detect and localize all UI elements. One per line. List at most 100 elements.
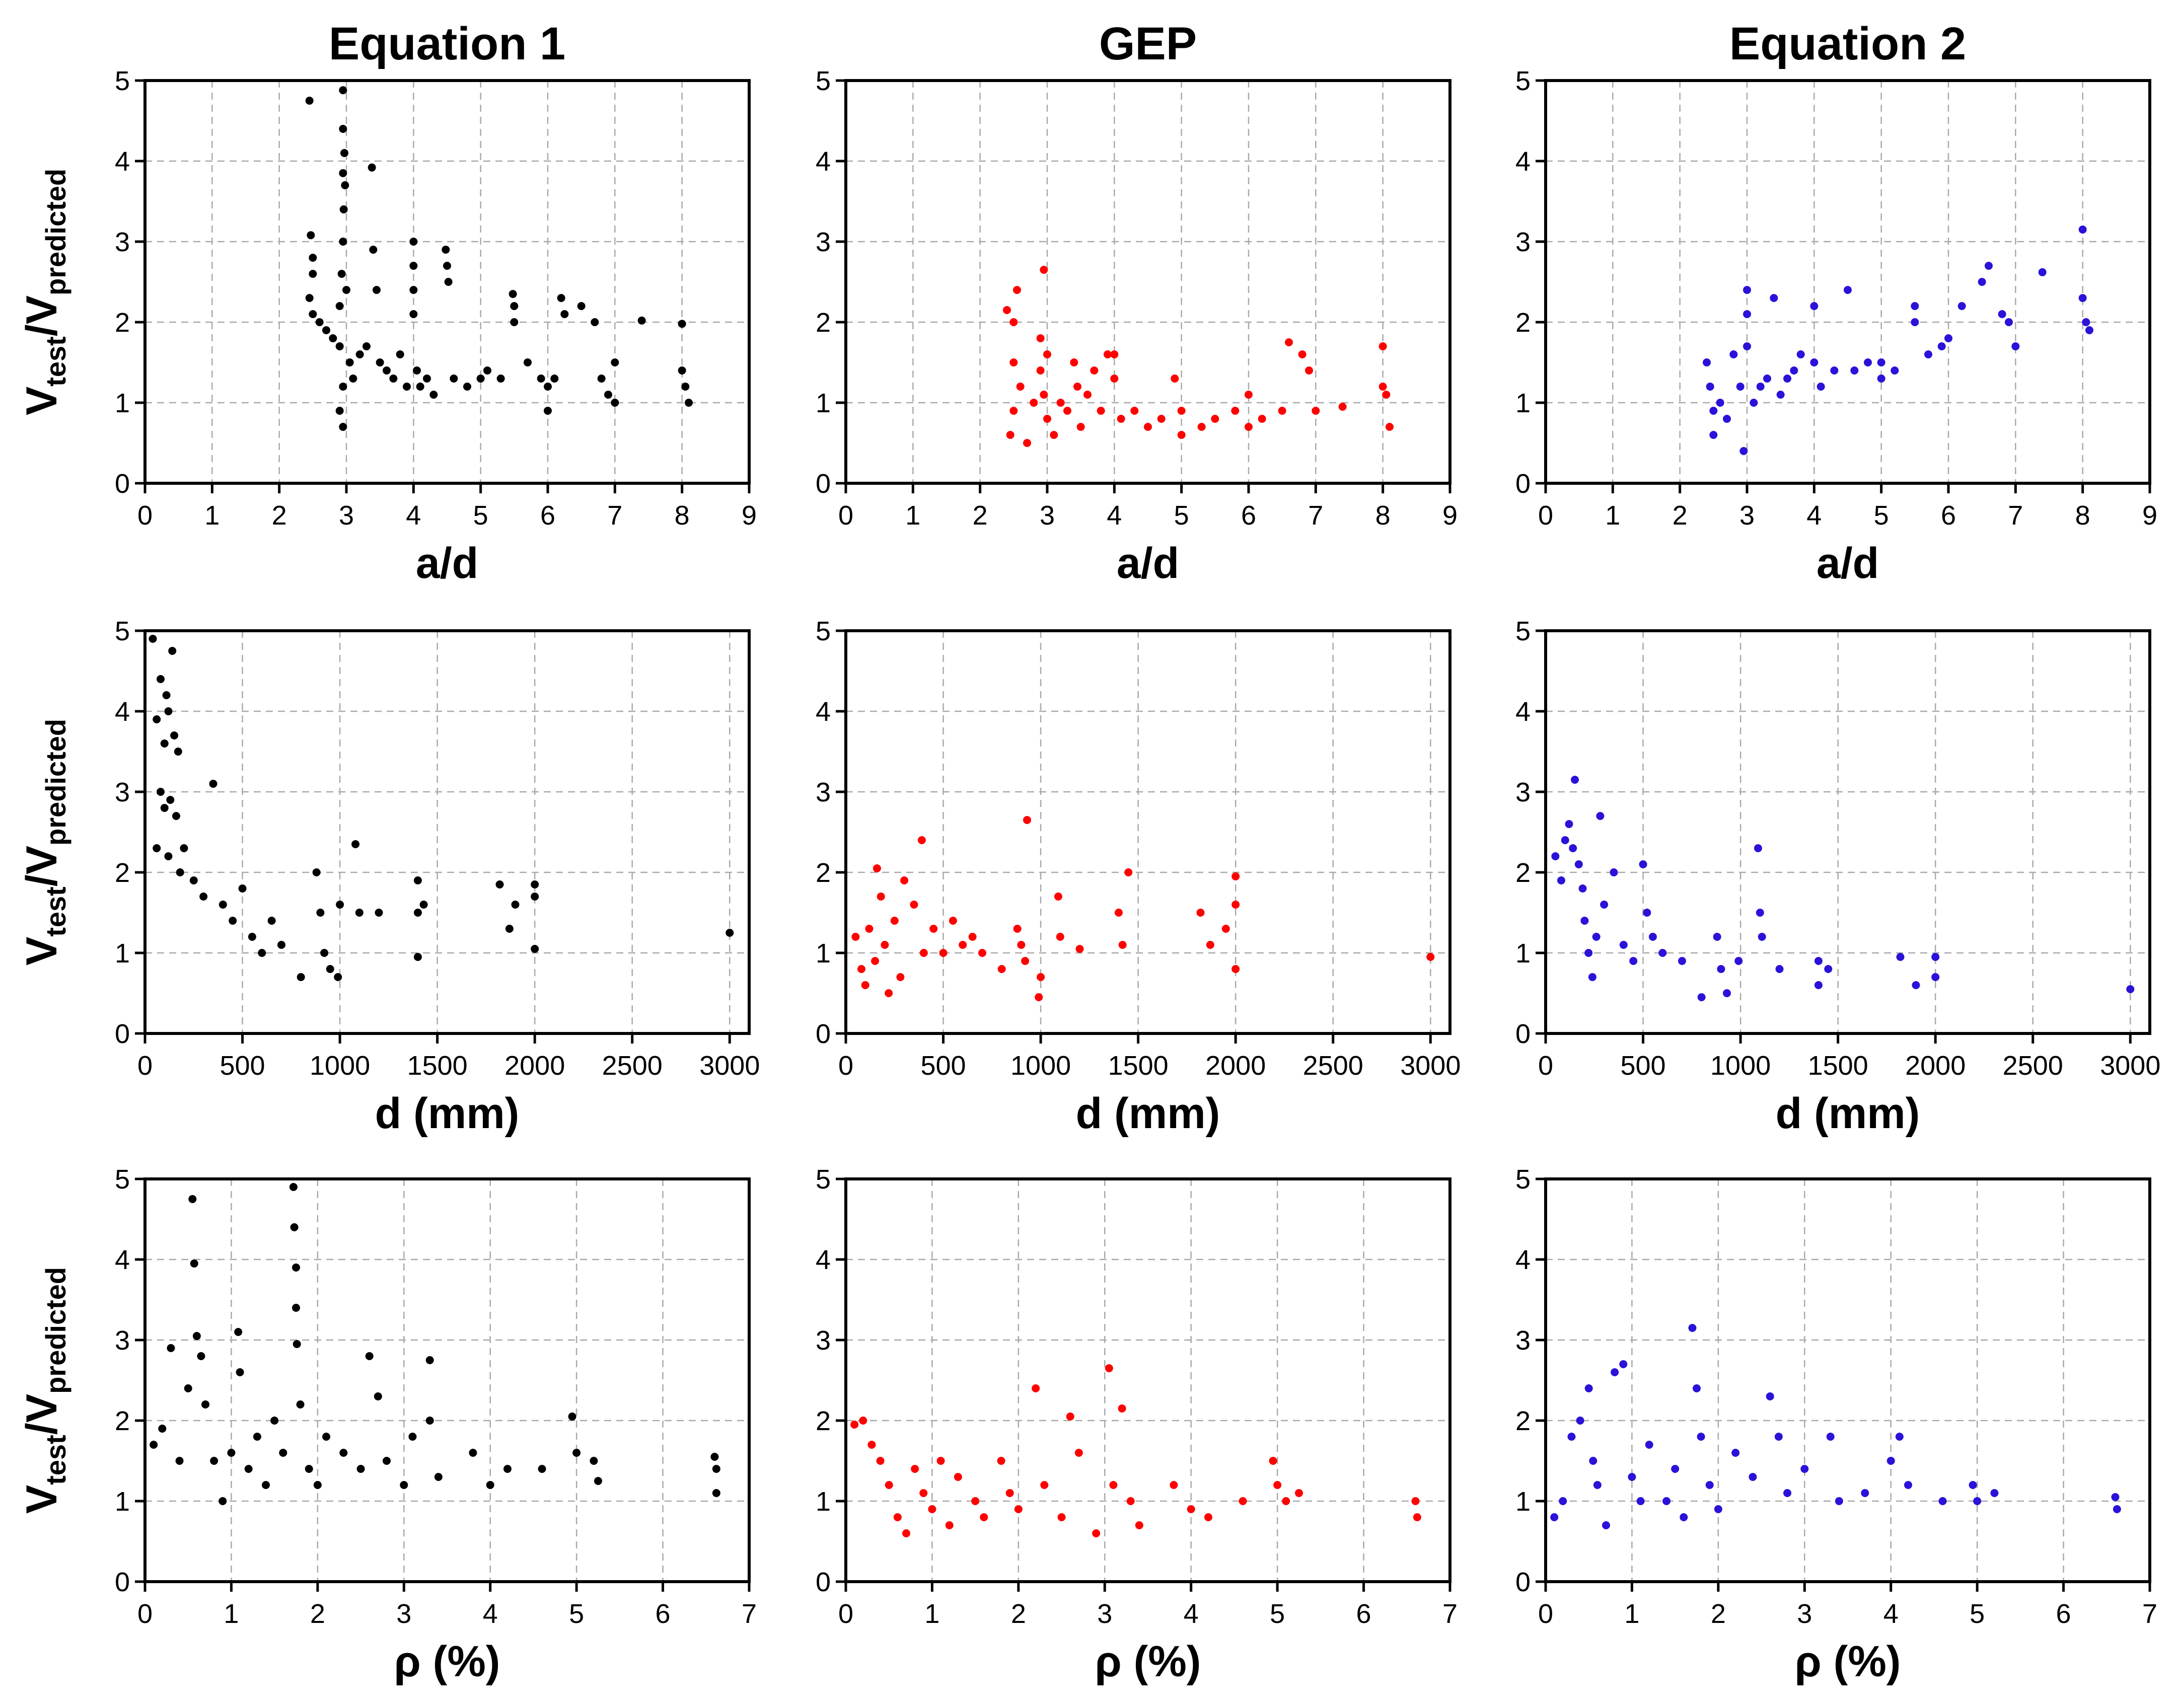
data-point — [1023, 816, 1031, 824]
x-tick-label: 2 — [272, 500, 287, 531]
data-point — [1124, 868, 1133, 876]
data-point — [1245, 391, 1253, 399]
y-tick-label: 5 — [115, 66, 130, 96]
data-point — [369, 246, 378, 254]
y-tick-label: 4 — [816, 1245, 831, 1275]
data-point — [1273, 1481, 1282, 1489]
x-tick-label: 5 — [1270, 1599, 1285, 1629]
data-point — [1043, 350, 1051, 358]
scatter-panel: 0 1 2 3 4 5 6 7 8 9 0 1 2 3 4 5 a/d — [816, 66, 1458, 587]
data-point — [463, 383, 471, 391]
x-tick-label: 1500 — [407, 1051, 468, 1081]
plot-frame — [143, 79, 751, 485]
data-point — [2082, 318, 2090, 326]
data-point — [710, 1453, 719, 1461]
data-point — [1009, 358, 1018, 366]
data-point — [476, 375, 485, 383]
x-axis-label: ρ (%) — [1095, 1638, 1201, 1686]
data-point — [1938, 1497, 1947, 1505]
data-point — [1800, 1465, 1809, 1473]
data-point — [1998, 310, 2006, 318]
scatter-panel: 0 500 1000 1500 2000 2500 3000 0 1 2 3 4 5 d (mm) — [115, 616, 760, 1138]
x-tick-label: 5 — [473, 500, 488, 531]
data-point — [413, 366, 421, 375]
data-point — [309, 254, 317, 262]
data-point — [340, 149, 348, 157]
y-tick-label: 0 — [1515, 1019, 1531, 1049]
data-point — [1830, 366, 1839, 375]
x-tick-label: 6 — [1241, 500, 1256, 531]
x-tick-label: 5 — [569, 1599, 584, 1629]
data-point — [881, 941, 889, 949]
y-tick-label: 1 — [115, 938, 130, 969]
data-point — [1016, 383, 1025, 391]
column-title: Equation 2 — [1729, 18, 1966, 69]
data-point — [164, 707, 173, 715]
data-point — [1697, 1433, 1705, 1441]
y-tick-label: 3 — [1515, 227, 1531, 257]
data-point — [423, 375, 431, 383]
data-point — [1589, 1457, 1597, 1465]
plot-frame — [143, 629, 751, 1035]
x-axis-label: a/d — [416, 539, 478, 587]
data-point — [1118, 1404, 1126, 1413]
data-point — [611, 358, 619, 366]
x-axis-label: ρ (%) — [1795, 1638, 1901, 1686]
x-tick-label: 500 — [220, 1051, 265, 1081]
data-point — [919, 949, 928, 957]
data-point — [1378, 342, 1387, 350]
data-point — [349, 375, 357, 383]
data-point — [355, 909, 364, 917]
data-point — [1258, 415, 1266, 423]
x-tick-label: 4 — [1806, 500, 1822, 531]
y-tick-label: 3 — [115, 1325, 130, 1356]
data-point — [1551, 852, 1560, 860]
data-point — [876, 1457, 885, 1465]
data-point — [902, 1529, 910, 1537]
data-point — [1671, 1465, 1680, 1473]
data-point — [219, 1497, 227, 1505]
data-point — [229, 917, 237, 925]
data-point — [2126, 985, 2135, 993]
data-point — [176, 868, 184, 876]
plot-frame — [1544, 79, 2151, 485]
data-point — [1864, 358, 1872, 366]
data-point — [1957, 302, 1966, 310]
data-point — [510, 318, 519, 326]
data-point — [1850, 366, 1859, 375]
data-point — [190, 1259, 198, 1268]
data-point — [1619, 1360, 1628, 1368]
data-point — [550, 375, 559, 383]
x-tick-label: 0 — [1538, 1599, 1553, 1629]
data-point — [531, 893, 539, 901]
y-tick-label: 3 — [1515, 1325, 1531, 1356]
data-point — [351, 840, 360, 848]
y-tick-label: 5 — [1515, 66, 1531, 96]
data-point — [309, 270, 317, 278]
data-point — [156, 675, 165, 683]
data-point — [959, 941, 967, 949]
x-tick-label: 1 — [1624, 1599, 1639, 1629]
x-tick-label: 4 — [1184, 1599, 1199, 1629]
data-point — [893, 1513, 902, 1521]
data-point — [1013, 286, 1021, 294]
x-tick-label: 1 — [905, 500, 920, 531]
plot-frame — [844, 1177, 1451, 1583]
data-point — [1278, 407, 1286, 415]
data-point — [544, 407, 552, 415]
data-point — [262, 1481, 270, 1489]
data-point — [2078, 294, 2087, 302]
data-point — [939, 949, 948, 957]
data-point — [1075, 945, 1084, 953]
data-point — [1221, 925, 1230, 933]
data-point — [1097, 407, 1105, 415]
data-point — [334, 973, 342, 981]
data-point — [290, 1223, 299, 1231]
data-point — [442, 246, 450, 254]
data-point — [322, 1433, 330, 1441]
data-point — [505, 925, 514, 933]
data-point — [510, 302, 519, 310]
x-tick-label: 3000 — [1400, 1051, 1461, 1081]
data-point — [408, 1433, 417, 1441]
data-point — [1610, 868, 1618, 876]
